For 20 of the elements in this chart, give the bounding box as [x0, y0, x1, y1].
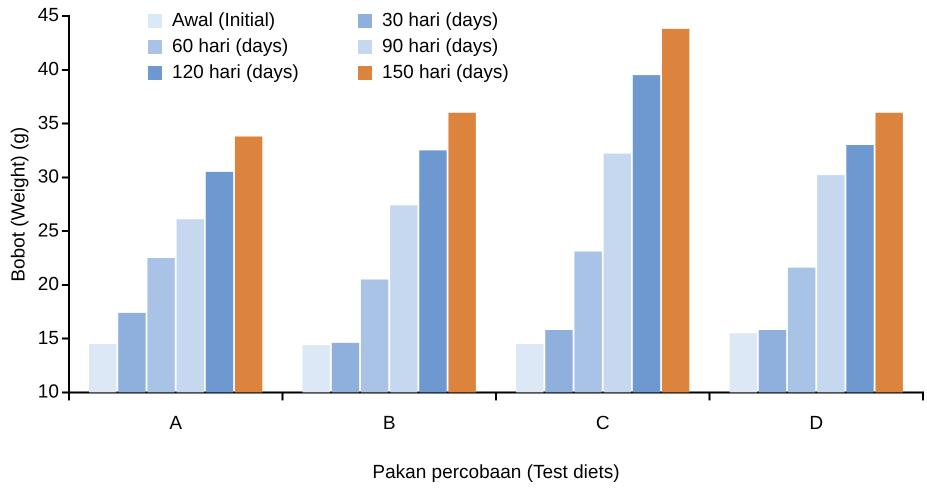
y-tick-label: 30 [38, 166, 59, 188]
x-tick-label: C [596, 413, 610, 434]
x-tick-label: A [169, 413, 182, 434]
x-tick-label: B [382, 413, 396, 434]
legend-label: Awal (Initial) [172, 10, 276, 32]
legend-label: 60 hari (days) [172, 36, 288, 58]
legend-label: 120 hari (days) [172, 62, 299, 84]
y-axis-title: Bobot (Weight) (g) [8, 126, 30, 282]
legend-label: 90 hari (days) [382, 36, 498, 58]
y-tick-label: 35 [38, 112, 59, 134]
y-tick-label: 15 [38, 328, 59, 349]
y-tick-label: 20 [38, 274, 59, 296]
y-tick-label: 25 [38, 220, 59, 242]
legend-label: 150 hari (days) [382, 62, 509, 84]
legend-label: 30 hari (days) [382, 10, 498, 32]
x-tick-label: D [809, 413, 824, 434]
x-axis-title: Pakan percobaan (Test diets) [372, 462, 620, 483]
y-tick-label: 40 [38, 59, 59, 80]
y-tick-label: 45 [38, 5, 59, 26]
y-tick-label: 10 [38, 382, 59, 403]
